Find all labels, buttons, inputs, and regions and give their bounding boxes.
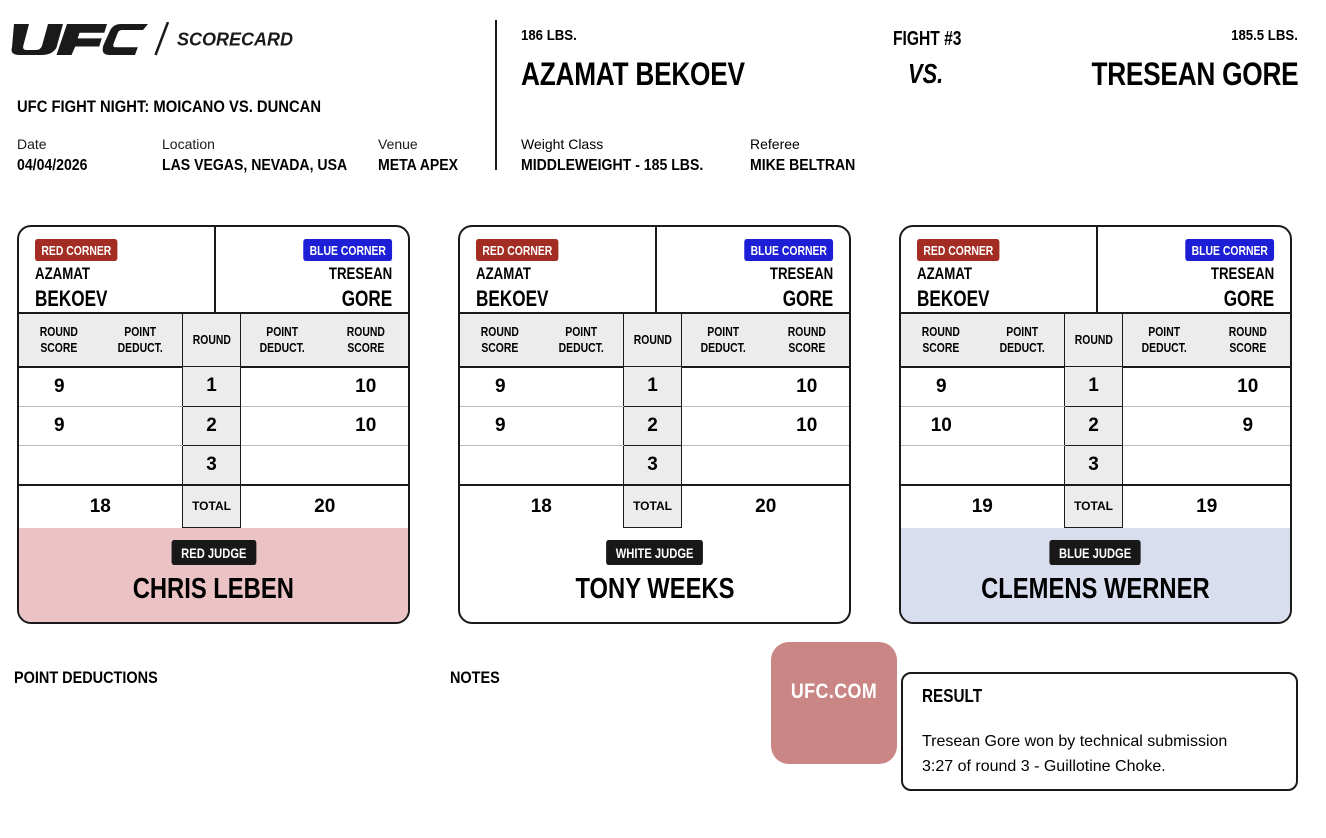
- svg-text:SCORECARD: SCORECARD: [177, 30, 293, 50]
